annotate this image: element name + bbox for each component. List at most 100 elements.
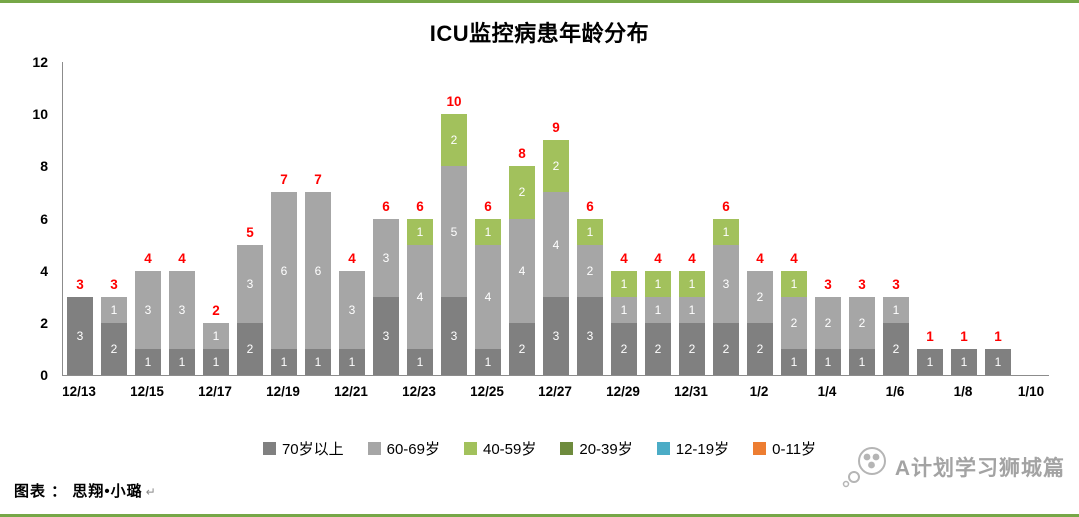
bar-segment: 1 [849,348,875,375]
watermark: A计划学习狮城篇 [842,446,1065,488]
legend-label: 12-19岁 [675,441,730,458]
bar-total-label: 6 [416,198,424,214]
stacked-bar: 1 [951,348,977,375]
bar-segment: 1 [713,218,739,245]
bar-segment: 3 [373,218,399,297]
bar-segment: 6 [305,192,331,349]
bar-segment: 1 [611,296,637,323]
x-tick-label [300,384,334,399]
bar-total-label: 5 [246,224,254,240]
bar-total-label: 4 [654,250,662,266]
bar-segment: 1 [203,348,229,375]
y-tick-label: 4 [40,262,48,279]
bottom-border [0,514,1079,517]
x-tick-label: 12/15 [130,384,164,399]
legend: 70岁以上 60-69岁 40-59岁 20-39岁 12-19岁 0-11岁 [0,438,1079,459]
bar-total-label: 4 [178,250,186,266]
bar-segment: 1 [577,218,603,245]
bar-segment: 2 [747,322,773,375]
legend-item: 12-19岁 [656,438,730,459]
legend-swatch [656,442,670,455]
y-tick-label: 8 [40,158,48,175]
legend-item: 20-39岁 [560,438,633,459]
bar-total-label: 4 [620,250,628,266]
y-axis: 0 2 4 6 8 10 12 [0,54,56,383]
bar-segment: 2 [645,322,671,375]
bar-total-label: 4 [688,250,696,266]
legend-item: 60-69岁 [367,438,440,459]
bar-segment: 1 [475,348,501,375]
stacked-bar: 3 [67,296,93,375]
bar-total-label: 4 [756,250,764,266]
bar-segment: 2 [611,322,637,375]
x-tick-label: 1/6 [885,384,905,399]
bar-total-label: 4 [348,250,356,266]
legend-label: 60-69岁 [386,441,440,458]
bar-segment: 1 [781,270,807,297]
bar-total-label: 9 [552,120,560,136]
bar-segment: 1 [135,348,161,375]
bar-segment: 3 [713,244,739,323]
x-tick-label [368,384,402,399]
bar-total-label: 6 [722,198,730,214]
bar-total-label: 6 [484,198,492,214]
x-tick-label: 12/13 [62,384,96,399]
x-tick-label [980,384,1014,399]
x-tick-label [232,384,266,399]
bar-segment: 2 [781,296,807,349]
bar-segment: 1 [339,348,365,375]
bar-total-label: 7 [314,172,322,188]
y-tick-label: 6 [40,210,48,227]
x-tick-label: 12/29 [606,384,640,399]
bar-segment: 5 [441,166,467,297]
bar-slot: 3 5 2 10 [437,62,471,375]
legend-item: 0-11岁 [753,438,816,459]
bar-total-label: 7 [280,172,288,188]
bar-segment: 1 [645,270,671,297]
x-axis-labels: 12/13 12/15 12/17 12/19 12/21 12/23 12/25 12/27… [62,384,1048,399]
thought-bubble-logo [842,447,886,488]
bar-segment: 1 [815,348,841,375]
bar-segment: 1 [203,322,229,349]
bar-segment: 2 [543,140,569,193]
bar-total-label: 3 [892,276,900,292]
x-tick-label: 12/21 [334,384,368,399]
bar-total-label: 4 [144,250,152,266]
x-tick-label [436,384,470,399]
x-tick-label [572,384,606,399]
bar-segment: 4 [475,244,501,349]
x-tick-label: 12/31 [674,384,708,399]
bar-segment: 1 [407,348,433,375]
legend-label: 40-59岁 [483,441,537,458]
x-tick-label [640,384,674,399]
bar-segment: 2 [509,166,535,219]
bar-total-label: 6 [382,198,390,214]
x-tick-label [96,384,130,399]
bar-segment: 2 [237,322,263,375]
